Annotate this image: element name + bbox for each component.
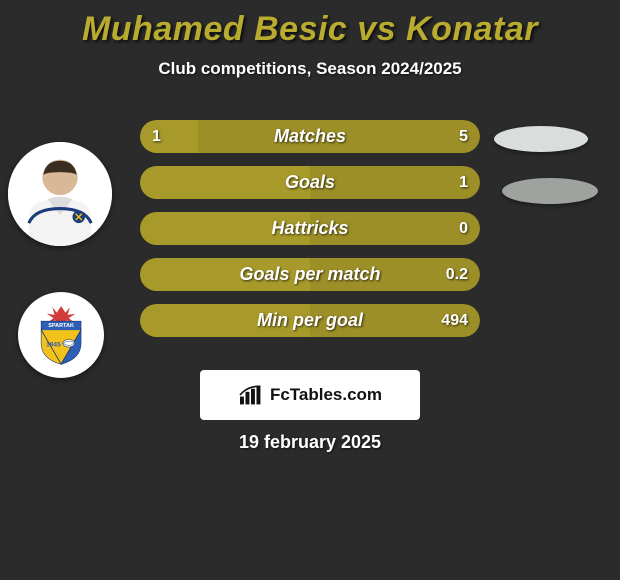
branding-badge: FcTables.com xyxy=(200,370,420,420)
opponent-avatar-placeholder xyxy=(502,178,598,204)
comparison-chart: Matches15 Goals1 Hattricks0 Goals per match… xyxy=(140,120,480,350)
stat-bar: Goals per match0.2 xyxy=(140,258,480,291)
page-title: Muhamed Besic vs Konatar xyxy=(0,0,620,49)
date-text: 19 february 2025 xyxy=(0,432,620,453)
bar-left-fill xyxy=(140,258,310,291)
bar-left-fill xyxy=(140,212,310,245)
bar-left-fill xyxy=(140,120,198,153)
bar-left-fill xyxy=(140,166,310,199)
svg-text:SPARTAK: SPARTAK xyxy=(48,323,74,329)
subtitle: Club competitions, Season 2024/2025 xyxy=(0,59,620,79)
stat-bar: Matches15 xyxy=(140,120,480,153)
stat-bar: Goals1 xyxy=(140,166,480,199)
stat-bar: Min per goal494 xyxy=(140,304,480,337)
avatar-icon xyxy=(8,142,112,246)
opponent-avatar-placeholder xyxy=(494,126,588,152)
stat-bar: Hattricks0 xyxy=(140,212,480,245)
player-left-photo xyxy=(8,142,112,246)
shield-icon: SPARTAK 1945 xyxy=(31,305,91,365)
branding-text: FcTables.com xyxy=(270,385,382,405)
bar-chart-icon xyxy=(238,384,264,406)
svg-text:1945: 1945 xyxy=(46,341,61,348)
club-badge: SPARTAK 1945 xyxy=(18,292,104,378)
bar-left-fill xyxy=(140,304,310,337)
